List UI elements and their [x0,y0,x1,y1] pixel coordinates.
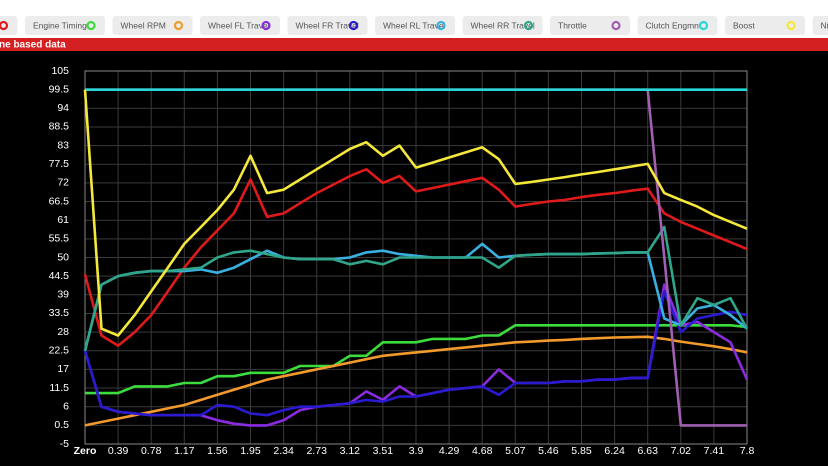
y-tick-label: -5 [60,438,69,450]
y-tick-label: 61 [57,214,69,226]
x-tick-label: 3.9 [409,445,424,457]
legend-chip[interactable] [812,16,828,35]
x-tick-label: 7.8 [740,445,755,457]
x-tick-label: 5.07 [505,445,526,457]
x-tick-label: Zero [74,445,97,457]
y-tick-label: 55.5 [49,233,70,245]
legend-marker [261,20,271,31]
legend-chip[interactable] [25,16,105,35]
legend-chip[interactable] [637,16,718,35]
legend-label: Wheel FL Travel [208,20,270,30]
x-tick-label: 7.02 [671,445,692,457]
series-line [85,324,748,395]
series-line [84,335,748,427]
y-tick-label: 22.5 [49,345,70,357]
y-tick-label: 99.5 [49,83,70,95]
plot-frame [84,70,748,445]
y-tick-label: 50 [57,251,69,263]
x-tick-label: 3.12 [340,445,361,457]
y-tick-label: 94 [57,102,69,114]
legend-label: Wheel FR Travel [296,20,359,30]
legend-label: Wheel RR Travel [471,20,535,30]
legend-marker [698,20,709,31]
legend-chip[interactable] [550,16,630,35]
series-line [83,225,749,352]
y-tick-label: 72 [57,177,69,189]
legend-chip[interactable] [287,16,368,35]
legend-chip[interactable] [725,16,805,35]
legend-marker [786,20,796,31]
y-tick-label: 11.5 [49,382,69,394]
x-tick-label: 1.95 [240,445,261,457]
x-tick-label: 3.51 [373,445,394,457]
legend-marker [86,20,96,31]
y-tick-label: 83 [57,139,69,151]
banner [0,38,828,51]
x-tick-label: 5.46 [538,445,559,457]
legend-chip[interactable] [200,16,280,35]
legend-label: Wheel RL Travel [383,20,446,30]
x-tick-label: 1.17 [174,445,195,457]
x-tick-label: 7.41 [704,445,725,457]
x-tick-label: 6.63 [637,445,658,457]
x-tick-label: 5.85 [571,445,592,457]
legend-chip[interactable] [112,16,193,35]
y-tick-label: 77.5 [49,158,70,170]
y-tick-label: 17 [57,363,69,375]
legend-chip[interactable] [375,16,455,35]
legend-marker [348,20,359,31]
legend-marker [523,20,534,31]
banner-text: ne based data [0,40,66,51]
y-tick-label: 105 [51,65,69,77]
legend-label: Clutch Engmnt. [646,20,704,30]
legend-marker [0,20,9,31]
y-tick-label: 66.5 [49,195,70,207]
x-tick-label: 2.34 [273,445,294,457]
legend-label: Throttle [558,20,587,30]
y-tick-label: 28 [57,326,69,338]
x-tick-label: 1.56 [207,445,228,457]
legend-label: Wheel RPM [121,20,166,30]
x-tick-label: 6.24 [604,445,625,457]
legend-label: Boost [733,20,755,30]
legend-chip[interactable] [0,16,18,35]
x-tick-label: 0.78 [141,445,162,457]
y-tick-label: 6 [63,400,69,412]
y-tick-label: 33.5 [49,307,70,319]
y-tick-label: 0.5 [54,419,69,431]
legend-marker [611,20,621,31]
x-tick-label: 0.39 [108,445,129,457]
legend-marker [436,20,446,31]
series-line [83,290,748,417]
x-tick-label: 4.68 [472,445,493,457]
y-tick-label: 88.5 [49,121,70,133]
legend-marker [173,20,184,31]
series-line [83,168,748,347]
legend-label: Ni [821,20,828,30]
y-tick-label: 44.5 [49,270,70,282]
x-tick-label: 2.73 [306,445,327,457]
y-tick-label: 39 [57,289,69,301]
legend-chip[interactable] [462,16,543,35]
x-tick-label: 4.29 [439,445,460,457]
series-line [83,89,748,337]
legend-label: Engine Timing [33,20,87,30]
